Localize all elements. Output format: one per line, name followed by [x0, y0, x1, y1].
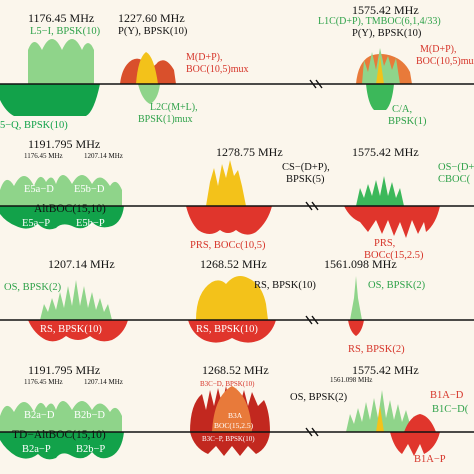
galileo-prs-e1-label: PRS, — [374, 238, 395, 249]
beidou-b1c-d-label: B1C−D( — [432, 404, 469, 415]
beidou-b3a-boc-label: BOC(15,2.5) — [214, 421, 254, 430]
galileo-cs-bpsk-label: BPSK(5) — [286, 174, 325, 185]
beidou-freq-2: 1268.52 MHz — [202, 363, 269, 377]
galileo-e5a-d-label: E5a−D — [24, 184, 54, 195]
glonass-freq-1: 1207.14 MHz — [48, 257, 115, 271]
galileo-e1-green-lobe — [356, 176, 404, 206]
glonass-g3-os-label: OS, BPSK(2) — [4, 282, 62, 293]
glonass-freq-3: 1561.098 MHz — [324, 257, 397, 271]
gps-l2c-label: L2C(M+L), — [150, 102, 198, 113]
galileo-freq-1b: 1207.14 MHz — [84, 152, 123, 160]
gps-l1-m-boc-label: BOC(10,5)mux — [416, 56, 474, 67]
gps-freq-3: 1575.42 MHz — [352, 3, 419, 17]
galileo-e5a-p-label: E5a−P — [22, 218, 50, 229]
gps-l2-m-label: M(D+P), — [186, 52, 222, 63]
galileo-freq-1a: 1176.45 MHz — [24, 152, 63, 160]
gps-l5-upper-lobe — [28, 39, 94, 84]
beidou-freq-1b: 1207.14 MHz — [84, 378, 123, 386]
galileo-e5b-p-label: E5b−P — [76, 218, 105, 229]
gps-l1-m-label: M(D+P), — [420, 44, 456, 55]
beidou-b1-green-lobe — [346, 390, 418, 432]
galileo-e5-lower-lobes — [0, 206, 124, 230]
beidou-b2a-d-label: B2a−D — [24, 410, 55, 421]
gps-l2-m-boc-label: BOC(10,5)mux — [186, 64, 249, 75]
galileo-freq-1: 1191.795 MHz — [28, 137, 100, 151]
beidou-altboc-label: TD−AltBOC(15,10) — [12, 429, 106, 441]
glonass-g1-red-lobe — [348, 320, 364, 336]
beidou-freq-1a: 1176.45 MHz — [24, 378, 63, 386]
gps-l2-py-label: P(Y), BPSK(10) — [118, 26, 188, 37]
glonass-axis-break — [305, 315, 319, 325]
beidou-b2b-d-label: B2b−D — [74, 410, 105, 421]
galileo-os-cboc-label: CBOC( — [438, 174, 471, 185]
glonass-g3-red-lobe — [28, 320, 128, 342]
gps-l1-yellow-peak — [376, 56, 384, 84]
glonass-g3-green-lobes — [40, 280, 112, 320]
gps-l5-q-label: 5−Q, BPSK(10) — [0, 120, 68, 131]
galileo-freq-2: 1278.75 MHz — [216, 145, 283, 159]
beidou-b3c-orange-lobe — [212, 386, 252, 432]
glonass-g2-rs-lower-label: RS, BPSK(10) — [196, 324, 258, 335]
beidou-b3c-p-label: B3C−P, BPSK(10) — [202, 435, 255, 443]
galileo-os-label: OS−(D+ — [438, 162, 474, 173]
galileo-freq-3: 1575.42 MHz — [352, 145, 419, 159]
beidou-row: 1191.795 MHz 1176.45 MHz 1207.14 MHz B2a… — [0, 363, 474, 465]
beidou-b1-small-red-lobe — [404, 414, 436, 432]
gps-axis-break — [309, 79, 323, 89]
beidou-b1a-d-label: B1A−D — [430, 390, 464, 401]
gps-l2-yellow-lobe — [136, 52, 158, 84]
glonass-g1-green-peak — [350, 276, 362, 320]
gps-ca-bpsk-label: BPSK(1) — [388, 116, 427, 127]
glonass-g1-os-label: OS, BPSK(2) — [368, 280, 426, 291]
gps-l1c-label: L1C(D+P), TMBOC(6,1,4/33) — [318, 16, 441, 27]
beidou-b1a-p-label: B1A−P — [414, 454, 446, 465]
glonass-g2-yellow-lobe — [196, 276, 268, 320]
beidou-b2a-p-label: B2a−P — [22, 444, 51, 455]
beidou-b2-lower-lobes — [0, 432, 124, 460]
galileo-prs-e6-label: PRS, BOCc(10,5) — [190, 240, 266, 251]
gps-l1-py-label: P(Y), BPSK(10) — [352, 28, 422, 39]
gps-l2-lower-lobe — [138, 84, 160, 104]
beidou-b3a-label: B3A — [228, 411, 243, 420]
beidou-freq-3a: 1561.098 MHz — [330, 376, 372, 384]
glonass-g3-rs-label: RS, BPSK(10) — [40, 324, 102, 335]
beidou-b2-upper-lobes — [0, 401, 122, 432]
beidou-b1-yellow-peak — [376, 406, 384, 432]
gps-l2c-bpsk-label: BPSK(1)mux — [138, 114, 192, 125]
galileo-prs-e1-boc-label: BOCc(15,2.5) — [364, 250, 424, 261]
glonass-row: 1207.14 MHz OS, BPSK(2) RS, BPSK(10) 126… — [0, 257, 474, 355]
galileo-e5-upper-lobes — [0, 175, 122, 206]
beidou-axis-break — [305, 427, 319, 437]
galileo-cs-label: CS−(D+P), — [282, 162, 330, 173]
beidou-freq-3: 1575.42 MHz — [352, 363, 419, 377]
gps-freq-2: 1227.60 MHz — [118, 11, 185, 25]
galileo-e5b-d-label: E5b−D — [74, 184, 105, 195]
beidou-os-label: OS, BPSK(2) — [290, 392, 348, 403]
glonass-g1-rs-label: RS, BPSK(2) — [348, 344, 405, 355]
galileo-altboc-label: AltBOC(15,10) — [34, 203, 106, 215]
beidou-freq-1: 1191.795 MHz — [28, 363, 100, 377]
gps-freq-1: 1176.45 MHz — [28, 11, 94, 25]
gps-l5-lower-lobe — [0, 84, 100, 116]
glonass-g2-rs-label: RS, BPSK(10) — [254, 280, 316, 291]
beidou-b2b-p-label: B2b−P — [76, 444, 105, 455]
galileo-e6-yellow-lobe — [206, 160, 246, 206]
galileo-axis-break — [305, 201, 319, 211]
gps-l5-label: L5−I, BPSK(10) — [30, 26, 101, 37]
beidou-b3c-d-label: B3C−D, BPSK(10) — [200, 380, 255, 388]
gps-ca-label: C/A, — [392, 104, 412, 115]
beidou-b1-red-lobe — [390, 432, 440, 456]
galileo-e6-red-lobe — [186, 206, 272, 235]
galileo-row: 1191.795 MHz 1176.45 MHz 1207.14 MHz E5a… — [0, 137, 474, 261]
glonass-g2-red-lobe — [188, 320, 276, 343]
glonass-freq-2: 1268.52 MHz — [200, 257, 267, 271]
gps-row: 1176.45 MHz L5−I, BPSK(10) 5−Q, BPSK(10)… — [0, 3, 474, 131]
gps-l1-lower-lobe — [366, 84, 394, 110]
galileo-e1-red-lobe — [344, 206, 440, 238]
beidou-b3-lower-lobe — [190, 432, 270, 456]
